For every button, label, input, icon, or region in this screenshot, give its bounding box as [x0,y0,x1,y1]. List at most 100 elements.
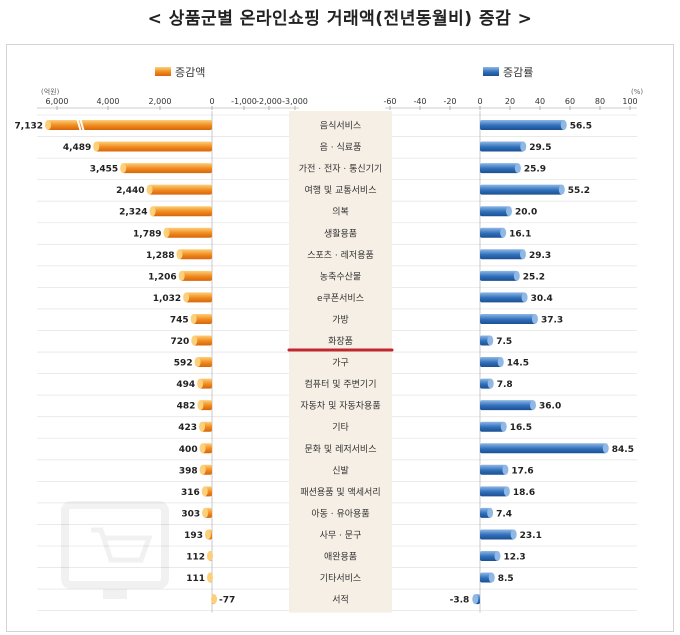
amount-bar [196,357,212,368]
rate-bar-cap [502,464,509,475]
amount-value-label: 111 [186,574,205,584]
rate-bar-cap [503,486,510,497]
right-axis-tick-label: -60 [383,97,396,106]
amount-bar [148,184,212,195]
amount-value-label: 1,032 [153,294,181,304]
rate-bar-cap [472,594,479,605]
rate-bar-cap [506,206,512,217]
amount-value-label: 316 [181,488,200,498]
amount-bar-cap [207,572,213,583]
category-label: 음식서비스 [320,121,361,132]
legend-rate-swatch [483,67,499,76]
rate-bar-cap [494,551,501,561]
rate-value-label: 37.3 [541,315,563,325]
rate-value-label: 23.1 [520,531,542,541]
rate-bar [480,141,525,152]
amount-bar-cap [183,292,190,303]
rate-value-label: 25.2 [523,272,545,282]
amount-bar-cap [202,507,209,518]
amount-bar-cap [163,227,170,238]
legend-amount-label: 증감액 [175,66,205,79]
amount-bar-cap [197,400,204,411]
rate-value-label: 16.1 [509,229,531,239]
category-label: 애완용품 [324,552,357,563]
left-axis-unit: (억원) [41,87,60,96]
legend-rate-label: 증감률 [503,66,533,79]
rate-value-label: 16.5 [510,423,532,433]
right-axis-tick-label: -20 [443,97,456,106]
rate-bar [480,486,508,497]
category-label: 가방 [332,314,349,325]
rate-bar [480,529,515,540]
rate-bar [480,357,502,368]
right-axis-tick-label: 100 [622,97,637,106]
amount-value-label: 112 [186,553,205,563]
rate-bar [480,270,518,281]
rate-value-label: 7.8 [497,380,513,390]
left-axis-tick-label: 4,000 [97,97,120,106]
chart-title: < 상품군별 온라인쇼핑 거래액(전년동월비) 증감 > [147,9,533,29]
category-label: 여행 및 교통서비스 [305,184,377,196]
rate-bar-cap [497,357,504,368]
rate-bar [480,464,507,475]
watermark-cart-icon [61,501,169,599]
right-axis-tick-label: 0 [477,97,482,106]
amount-bar [180,270,212,281]
amount-value-label: 4,489 [63,143,91,153]
amount-bar [193,335,212,346]
amount-bar-cap [199,464,206,475]
amount-value-label: 592 [174,359,193,369]
amount-bar-cap [176,249,183,260]
rate-value-label: 30.4 [531,294,553,304]
rate-bar [480,443,607,454]
left-axis-tick-label: 0 [209,97,214,106]
amount-value-label: 1,288 [146,251,174,261]
rate-bar-cap [520,141,527,152]
amount-bar-cap [191,335,198,346]
amount-value-label: 494 [176,380,195,390]
rate-value-label: 17.6 [511,466,533,476]
rate-bar-cap [560,120,567,130]
axis-break-mark [76,117,85,133]
amount-bar-cap [190,313,197,324]
amount-bar [122,163,212,174]
category-label: 생활용품 [324,227,357,239]
watermark-monitor [61,501,169,589]
amount-bar-cap [93,141,100,152]
category-label: 패션용품 및 액세서리 [300,486,380,498]
amount-bar [192,313,212,324]
category-band [289,111,392,613]
rate-value-label: 29.3 [529,251,551,261]
rate-bar [480,206,510,217]
rate-bar [480,184,563,195]
rate-bar [480,551,499,561]
rate-bar [480,249,524,260]
left-axis-tick-label: -1,000 [231,97,257,106]
amount-value-label: 400 [179,445,198,455]
category-label: 문화 및 레저서비스 [305,443,377,455]
amount-value-label: 303 [181,509,200,519]
rate-bar-cap [531,313,538,324]
right-axis-unit: (%) [631,88,643,96]
amount-bar-cap [194,357,201,368]
amount-bar-cap [199,443,206,454]
legend-amount-swatch [155,67,171,76]
rate-value-label: 20.0 [515,208,537,218]
amount-bar-cap [197,378,204,389]
rate-bar-cap [500,227,507,238]
amount-bar-cap [149,206,156,217]
rate-value-label: 18.6 [513,488,535,498]
category-label: 가구 [332,358,349,369]
category-label: 가전 · 전자 · 통신기기 [299,164,382,175]
amount-bar [185,292,212,303]
rate-bar [480,292,526,303]
category-label: 음 · 식료품 [320,142,362,153]
rate-value-label: 7.4 [496,509,512,519]
amount-bar-cap [120,163,127,174]
right-axis-tick-label: 80 [595,97,605,106]
category-label: 컴퓨터 및 주변기기 [305,378,377,390]
rate-bar-cap [530,400,536,411]
watermark-stand [103,585,127,599]
amount-bar [47,120,212,130]
rate-bar [480,400,534,411]
